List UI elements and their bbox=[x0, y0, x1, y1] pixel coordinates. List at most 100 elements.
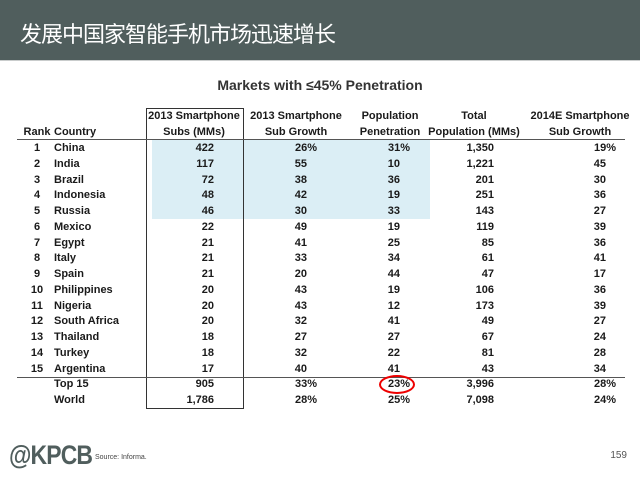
cell-growth-2014: 24 bbox=[593, 331, 606, 343]
cell-rank: 11 bbox=[31, 299, 43, 312]
cell-growth-2014: 24% bbox=[593, 394, 616, 406]
cell-country: Nigeria bbox=[54, 299, 92, 312]
cell-growth: 32 bbox=[294, 315, 307, 328]
cell-subs: 1,786 bbox=[186, 394, 214, 406]
cell-rank: 6 bbox=[33, 220, 41, 233]
cell-penetration: 25% bbox=[387, 394, 410, 406]
cell-subs: 422 bbox=[195, 142, 214, 154]
table-title: Markets with ≤45% Penetration bbox=[217, 77, 423, 93]
cell-subs: 17 bbox=[201, 362, 214, 375]
cell-penetration: 44 bbox=[387, 268, 400, 280]
cell-growth: 49 bbox=[294, 220, 307, 233]
cell-subs: 72 bbox=[201, 173, 214, 186]
cell-penetration: 33 bbox=[387, 205, 400, 217]
cell-penetration: 27 bbox=[387, 331, 400, 343]
header-growth-1: 2013 Smartphone bbox=[250, 110, 342, 122]
cell-country: Indonesia bbox=[54, 189, 106, 202]
cell-population: 106 bbox=[475, 283, 494, 296]
cell-growth: 20 bbox=[294, 268, 307, 280]
cell-subs: 18 bbox=[201, 346, 214, 359]
cell-growth: 41 bbox=[294, 236, 307, 249]
cell-rank: 10 bbox=[30, 283, 44, 296]
cell-rank: 1 bbox=[33, 142, 41, 154]
cell-rank: 8 bbox=[33, 252, 41, 265]
cell-growth-2014: 45 bbox=[593, 157, 606, 170]
cell-subs: 117 bbox=[196, 157, 214, 170]
cell-population: 67 bbox=[481, 331, 494, 343]
cell-growth-2014: 39 bbox=[593, 220, 606, 233]
cell-growth: 26% bbox=[294, 142, 317, 154]
cell-penetration: 19 bbox=[387, 189, 400, 202]
cell-country: Brazil bbox=[54, 173, 84, 186]
page-number: 159 bbox=[610, 450, 627, 461]
cell-growth: 40 bbox=[294, 362, 307, 375]
cell-rank: 7 bbox=[33, 236, 41, 249]
header-population-2: Population (MMs) bbox=[428, 126, 520, 138]
header-country: Country bbox=[54, 126, 97, 138]
cell-growth-2014: 19% bbox=[593, 142, 616, 154]
cell-country: Turkey bbox=[54, 346, 90, 359]
cell-growth-2014: 36 bbox=[593, 236, 606, 249]
cell-country: Thailand bbox=[54, 331, 100, 343]
cell-subs: 46 bbox=[201, 205, 214, 217]
cell-penetration: 36 bbox=[387, 173, 400, 186]
cell-population: 201 bbox=[475, 173, 494, 186]
header-subs-1: 2013 Smartphone bbox=[148, 110, 240, 122]
cell-population: 251 bbox=[475, 189, 494, 202]
title-bar: 发展中国家智能手机市场迅速增长 bbox=[0, 0, 640, 61]
cell-growth-2014: 34 bbox=[593, 362, 606, 375]
cell-growth-2014: 27 bbox=[593, 315, 606, 328]
header-rank: Rank bbox=[23, 126, 51, 138]
cell-rank: 15 bbox=[30, 362, 44, 375]
cell-population: 61 bbox=[481, 252, 494, 265]
cell-penetration: 31% bbox=[387, 142, 410, 154]
cell-penetration: 41 bbox=[387, 315, 400, 328]
cell-country: World bbox=[54, 394, 85, 406]
cell-penetration: 10 bbox=[387, 157, 400, 170]
cell-growth-2014: 28 bbox=[593, 346, 606, 359]
cell-subs: 20 bbox=[201, 315, 214, 328]
cell-rank: 3 bbox=[33, 173, 41, 186]
cell-rank: 5 bbox=[33, 205, 41, 217]
cell-penetration: 19 bbox=[387, 220, 400, 233]
cell-rank: 4 bbox=[33, 189, 41, 202]
cell-rank: 12 bbox=[30, 315, 44, 328]
cell-country: Egypt bbox=[54, 236, 85, 249]
cell-penetration: 25 bbox=[387, 236, 400, 249]
cell-population: 3,996 bbox=[466, 378, 494, 391]
cell-growth: 27 bbox=[294, 331, 307, 343]
cell-country: Spain bbox=[54, 268, 84, 280]
slide-title: 发展中国家智能手机市场迅速增长 bbox=[20, 23, 336, 48]
cell-growth: 32 bbox=[294, 346, 307, 359]
totals-divider bbox=[17, 377, 625, 378]
cell-population: 1,350 bbox=[466, 142, 494, 154]
cell-growth: 43 bbox=[294, 299, 307, 312]
cell-rank: 9 bbox=[33, 268, 41, 280]
cell-growth-2014: 39 bbox=[593, 299, 606, 312]
cell-subs: 18 bbox=[201, 331, 214, 343]
cell-growth: 33 bbox=[294, 252, 307, 265]
cell-country: Italy bbox=[54, 252, 77, 265]
source-note: Source: Informa. bbox=[95, 454, 147, 461]
header-population-1: Total bbox=[461, 110, 487, 122]
kpcb-logo: @KPCB bbox=[9, 440, 93, 470]
cell-growth: 43 bbox=[294, 283, 307, 296]
cell-rank: 2 bbox=[33, 157, 41, 170]
cell-population: 81 bbox=[481, 346, 494, 359]
highlight-circle bbox=[379, 375, 415, 394]
cell-country: Philippines bbox=[54, 283, 113, 296]
cell-rank: 13 bbox=[30, 331, 44, 343]
cell-growth: 28% bbox=[294, 394, 317, 406]
cell-subs: 21 bbox=[201, 252, 214, 265]
header-penetration-1: Population bbox=[361, 110, 419, 122]
header-growth2014-2: Sub Growth bbox=[548, 126, 612, 138]
cell-population: 85 bbox=[481, 236, 494, 249]
cell-penetration: 22 bbox=[387, 346, 400, 359]
cell-growth-2014: 36 bbox=[593, 189, 606, 202]
cell-subs: 22 bbox=[201, 220, 214, 233]
highlight-band bbox=[152, 140, 430, 219]
cell-population: 119 bbox=[476, 220, 494, 233]
cell-growth-2014: 36 bbox=[593, 283, 606, 296]
cell-population: 1,221 bbox=[466, 157, 494, 170]
cell-penetration: 12 bbox=[387, 299, 400, 312]
